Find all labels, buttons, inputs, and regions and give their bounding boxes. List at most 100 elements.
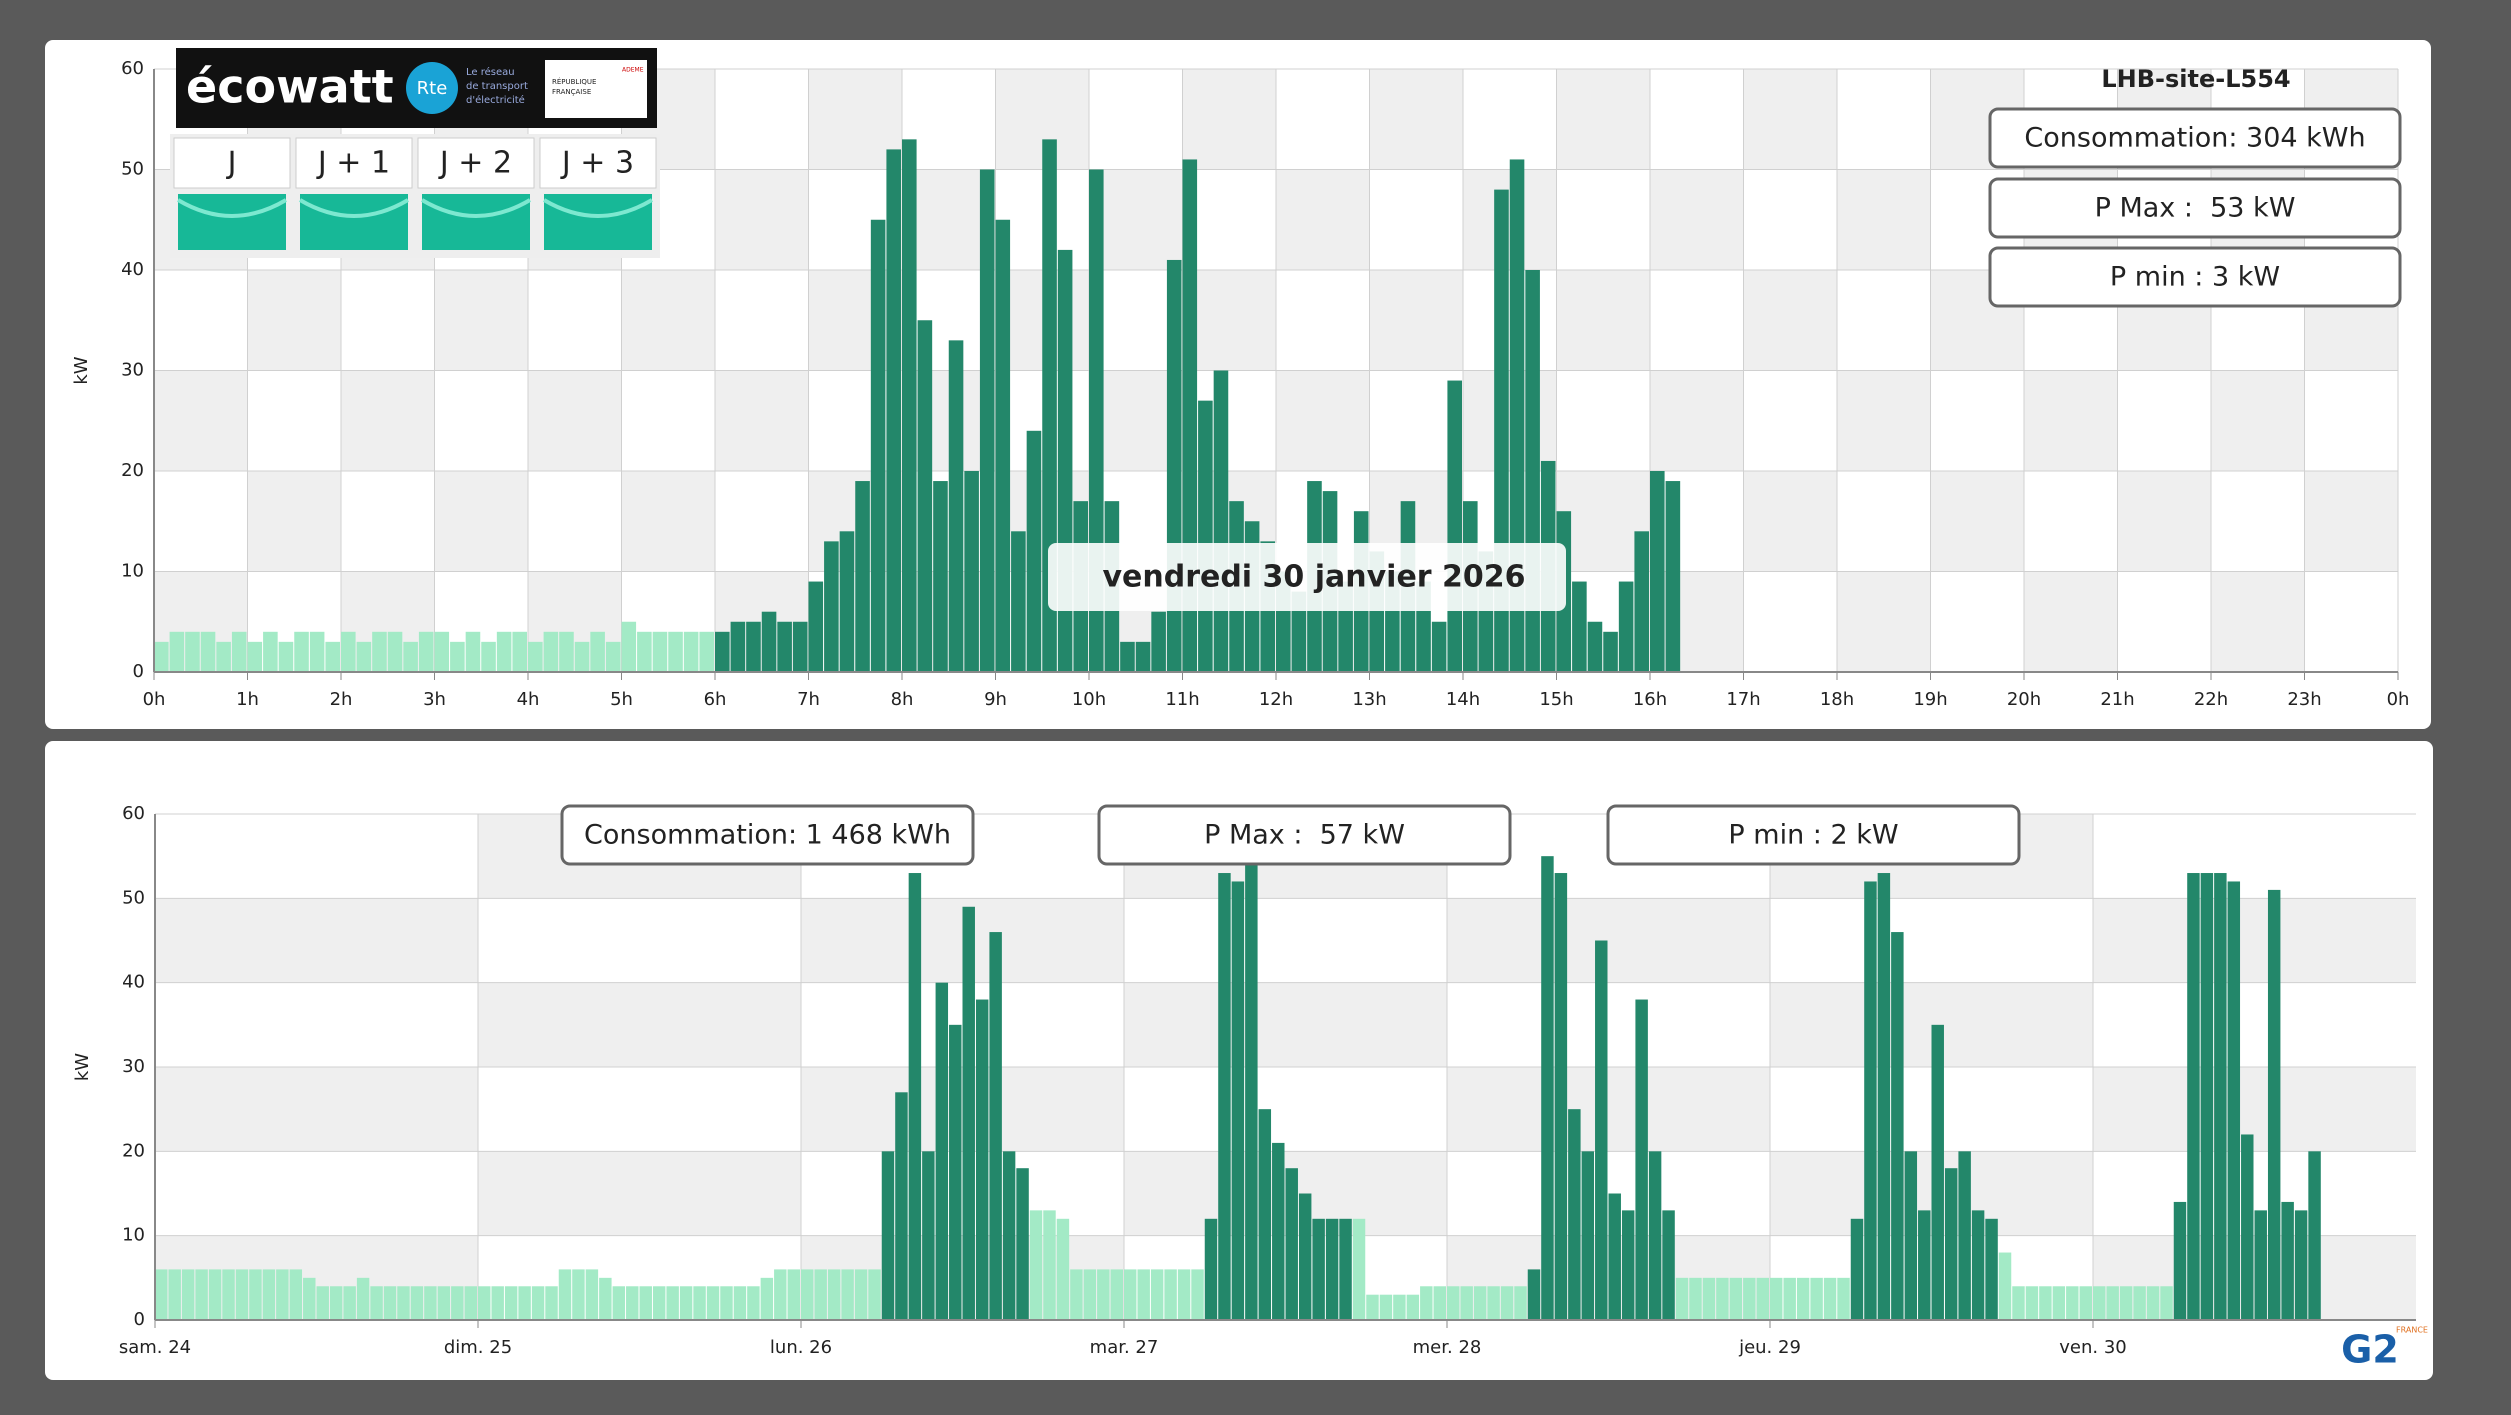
plot-cell [1447,982,1770,1067]
bar [1083,1269,1097,1320]
plot-cell [478,982,801,1067]
x-tick-label: 19h [1913,689,1947,710]
plot-cell [478,898,801,983]
stat-box [1988,246,2402,308]
bar [792,621,808,672]
day-box [295,137,413,189]
bar [666,1286,679,1320]
x-tick-label: 20h [2007,689,2041,710]
x-tick-label: 11h [1165,689,1199,710]
bar [2133,1286,2146,1320]
bar [652,631,668,672]
bar [801,1269,814,1320]
ecowatt-widget: écowatt Rte Le réseau de transport d'éle… [170,48,660,258]
bar [543,631,559,672]
bar [356,641,372,672]
bar [761,611,777,672]
day-box [173,137,291,189]
day-label: J + 3 [560,146,634,181]
day-label: J [226,146,237,181]
plot-cell [155,1067,478,1152]
ecowatt-days: J J + 1 J + 2 J + 3 [173,137,657,250]
bar [2227,881,2241,1320]
bar [1177,1269,1191,1320]
bar [1312,1218,1325,1320]
bar [1151,611,1166,672]
bar [1702,1277,1716,1320]
bar [1487,1286,1500,1320]
x-tick-label: 8h [891,689,914,710]
ademe-text: ADEME [622,67,644,74]
rte-tagline: de transport [466,81,528,92]
bar [2254,1210,2267,1320]
y-tick-label: 0 [133,661,144,682]
plot-cell [1743,571,1837,672]
bar [325,641,340,672]
bar [1406,1294,1420,1320]
day-signal [422,194,530,250]
plot-cell [528,471,622,572]
bar [512,631,527,672]
bar [185,631,200,672]
gov-text: FRANÇAISE [552,88,591,96]
bar [2025,1286,2039,1320]
bar [917,320,933,672]
bar [418,631,434,672]
plot-cell [2093,814,2416,899]
day-label: J + 1 [316,146,390,181]
bar [1514,1286,1527,1320]
bar [1339,1218,1352,1320]
y-tick-label: 60 [122,803,145,824]
bar [465,631,481,672]
plot-cell [1124,898,1447,983]
x-tick-label: 7h [797,689,820,710]
x-tick-label: 9h [984,689,1007,710]
bar [747,1286,760,1320]
stat-box [1988,107,2402,169]
plot-cell [1463,69,1557,170]
plot-cell [1837,69,1931,170]
y-tick-label: 30 [121,360,144,381]
plot-cell [1447,898,1770,983]
plot-cell [1089,69,1183,170]
gov-text: RÉPUBLIQUE [552,77,596,86]
bar [356,1277,370,1320]
bar [2119,1286,2133,1320]
day-wave [298,198,410,218]
bar [962,906,975,1320]
bar [278,641,294,672]
bar [1918,1210,1931,1320]
bar [222,1269,235,1320]
bar [1500,1286,1514,1320]
plot-cell [1930,370,2024,471]
bar [814,1269,827,1320]
bar [652,1286,666,1320]
bar [1298,1193,1312,1320]
stat-text: Consommation: 304 kWh [2024,123,2365,154]
site-title: LHB-site-L554 [2101,65,2290,93]
plot-cell [1369,270,1463,371]
plot-cell [1650,69,1744,170]
x-tick-label: sam. 24 [119,1337,191,1358]
bar [2187,873,2200,1320]
plot-cell [715,270,809,371]
plot-cell [1930,571,2024,672]
bar [216,641,231,672]
bar [1618,581,1634,672]
bar [1541,856,1554,1320]
bar [637,631,652,672]
bar [1931,1024,1944,1320]
plot-cell [1930,471,2024,572]
bar [612,1286,626,1320]
plot-cell [1556,370,1650,471]
bar [303,1277,316,1320]
stat-box [1988,177,2402,239]
bar [948,340,964,672]
plot-cell [2304,370,2398,471]
plot-cell [2211,571,2305,672]
plot-cell [1743,270,1837,371]
bar [1634,531,1649,672]
plot-cell [2211,370,2305,471]
plot-cell [2024,370,2118,471]
plot-cell [434,270,528,371]
